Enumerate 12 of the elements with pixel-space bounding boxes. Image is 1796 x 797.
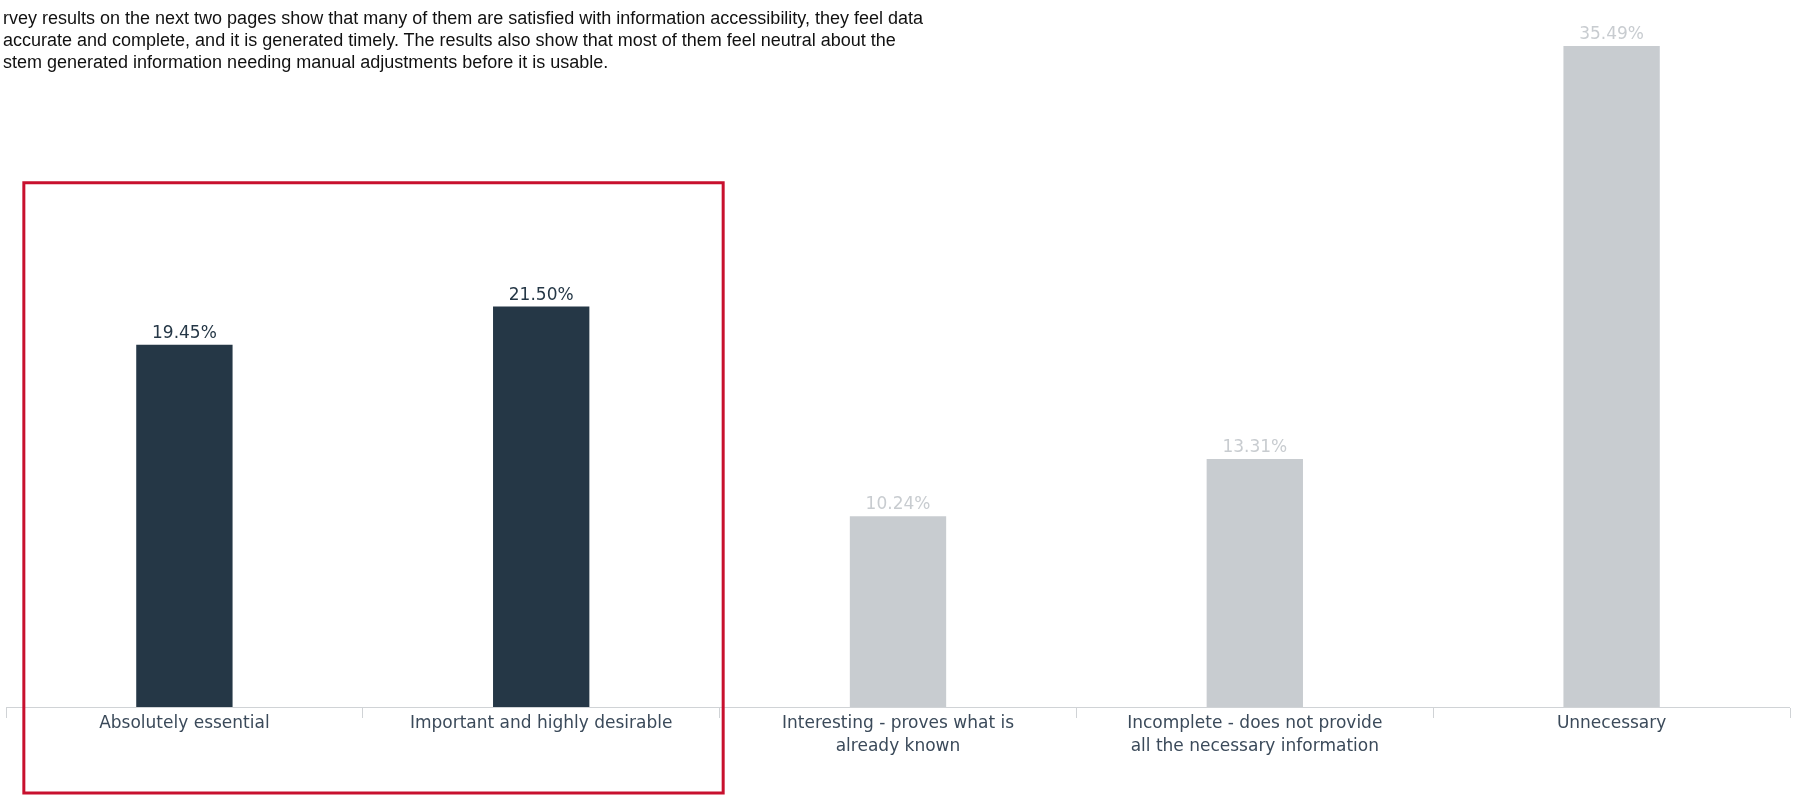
text: rvey results on the next two pages show that many of them are satisfied with information accessibility, they feel data [3,8,925,28]
x-tick-label: Absolutely essential [99,712,270,733]
annotation: accurate and complete, and it is generated timely. The results also show that most of them feel neutral about the [3,30,896,50]
bar [493,306,590,707]
x-tick-label: Important and highly desirable [409,712,673,733]
x-tick-label: Interesting - proves what is already known [781,712,1015,755]
data-label: 21.50% [508,283,574,304]
annotation: stem generated information needing manual adjustments before it is usable. [3,52,609,72]
data-label: 19.45% [151,321,217,342]
x-tick-label: Unnecessary [1556,712,1667,733]
bar [136,344,233,707]
x-tick-label: Incomplete - does not provide all the necessary information [1127,712,1383,755]
